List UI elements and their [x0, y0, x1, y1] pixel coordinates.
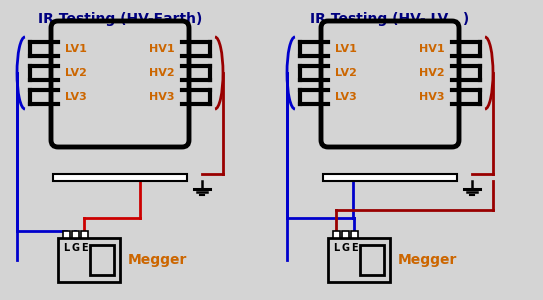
Bar: [323, 174, 457, 181]
Bar: [351, 231, 358, 238]
Text: Megger: Megger: [128, 253, 187, 267]
Text: LV2: LV2: [65, 68, 87, 78]
Bar: [90, 245, 114, 275]
Text: E: E: [81, 243, 88, 253]
Bar: [328, 238, 390, 282]
Text: LV3: LV3: [335, 92, 357, 102]
Text: L: L: [333, 243, 339, 253]
Text: IR Testing (HV- LV   ): IR Testing (HV- LV ): [311, 12, 470, 26]
Text: E: E: [351, 243, 358, 253]
Text: G: G: [72, 243, 79, 253]
Text: G: G: [342, 243, 350, 253]
Bar: [81, 231, 88, 238]
Bar: [53, 174, 187, 181]
Text: Megger: Megger: [398, 253, 457, 267]
Bar: [360, 245, 384, 275]
Text: HV2: HV2: [419, 68, 445, 78]
Text: L: L: [64, 243, 70, 253]
Bar: [333, 231, 340, 238]
Bar: [72, 231, 79, 238]
Text: HV3: HV3: [420, 92, 445, 102]
Text: IR Testing (HV-Earth): IR Testing (HV-Earth): [38, 12, 202, 26]
Text: HV1: HV1: [419, 44, 445, 54]
Bar: [58, 238, 120, 282]
Text: HV3: HV3: [149, 92, 175, 102]
Text: HV2: HV2: [149, 68, 175, 78]
Bar: [63, 231, 70, 238]
Text: LV3: LV3: [65, 92, 87, 102]
Bar: [342, 231, 349, 238]
Text: LV1: LV1: [65, 44, 87, 54]
Text: HV1: HV1: [149, 44, 175, 54]
Text: LV2: LV2: [335, 68, 357, 78]
Text: LV1: LV1: [335, 44, 357, 54]
